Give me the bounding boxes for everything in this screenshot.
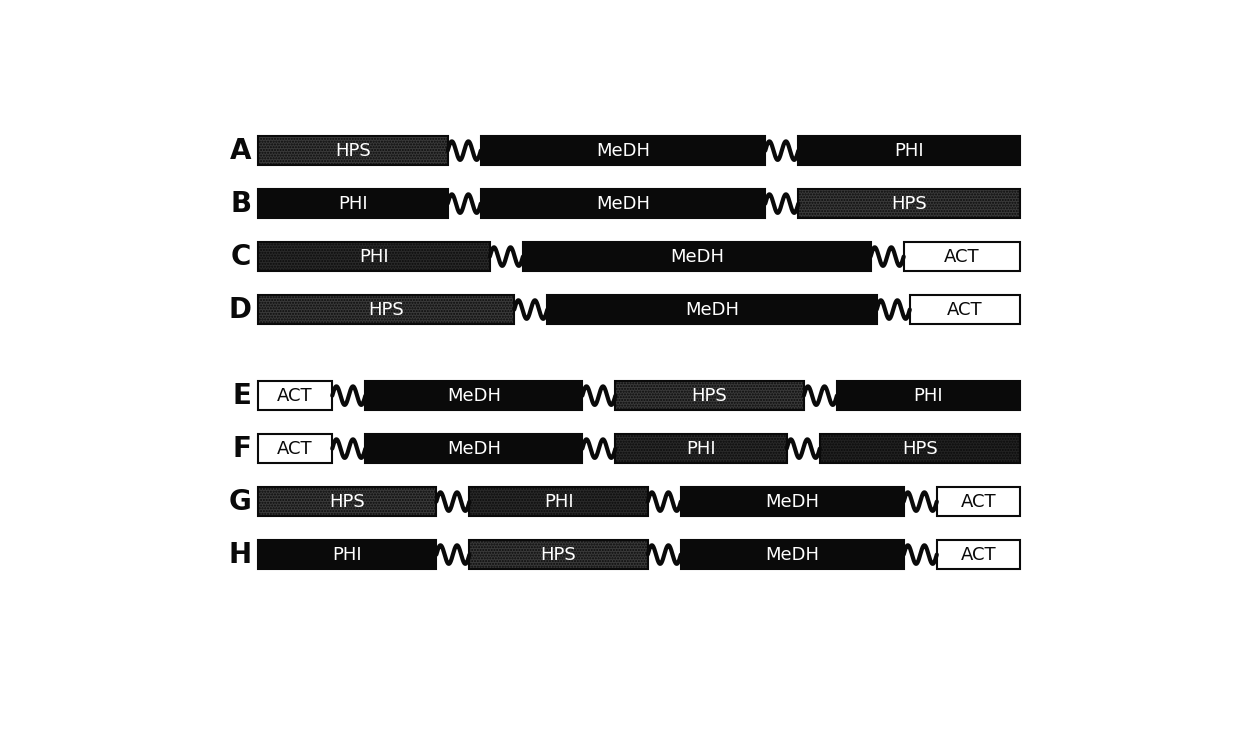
Text: G: G [228,488,252,515]
Text: PHI: PHI [544,493,573,510]
Text: HPS: HPS [541,545,577,564]
Text: PHI: PHI [894,142,924,159]
Text: MeDH: MeDH [684,300,739,319]
Bar [523,242,870,271]
Text: MeDH: MeDH [446,387,501,405]
Text: HPS: HPS [692,387,728,405]
Text: B: B [231,189,252,218]
Bar [258,136,448,165]
Bar [936,540,1019,569]
Text: HPS: HPS [335,142,371,159]
Text: HPS: HPS [901,439,937,458]
Bar [681,487,904,516]
Bar [258,540,436,569]
Bar [258,381,332,410]
Bar [615,381,804,410]
Text: ACT: ACT [278,387,312,405]
Text: MeDH: MeDH [596,142,650,159]
Bar [820,434,1019,463]
Text: PHI: PHI [360,248,389,265]
Text: MeDH: MeDH [596,194,650,213]
Text: MeDH: MeDH [765,545,820,564]
Bar [936,487,1019,516]
Bar [258,434,332,463]
Bar [258,295,515,324]
Bar [615,434,786,463]
Text: ACT: ACT [944,248,980,265]
Bar [910,295,1019,324]
Text: ACT: ACT [960,493,996,510]
Bar [481,189,765,218]
Text: HPS: HPS [368,300,404,319]
Bar [258,242,490,271]
Text: ACT: ACT [278,439,312,458]
Bar [366,434,583,463]
Text: HPS: HPS [892,194,926,213]
Text: MeDH: MeDH [765,493,820,510]
Text: ACT: ACT [947,300,982,319]
Bar [481,136,765,165]
Text: C: C [231,243,252,270]
Bar [904,242,1019,271]
Bar [258,487,436,516]
Text: MeDH: MeDH [446,439,501,458]
Bar [470,540,647,569]
Text: PHI: PHI [339,194,368,213]
Bar [799,189,1019,218]
Bar [681,540,904,569]
Text: ACT: ACT [960,545,996,564]
Bar [837,381,1019,410]
Text: D: D [228,295,252,324]
Bar [799,136,1019,165]
Text: A: A [229,137,252,164]
Bar [547,295,877,324]
Text: PHI: PHI [686,439,715,458]
Text: E: E [233,382,252,409]
Bar [366,381,583,410]
Text: H: H [228,540,252,569]
Text: PHI: PHI [914,387,944,405]
Bar [470,487,647,516]
Text: HPS: HPS [330,493,365,510]
Bar [258,189,448,218]
Text: MeDH: MeDH [670,248,724,265]
Text: PHI: PHI [332,545,362,564]
Text: F: F [233,435,252,463]
